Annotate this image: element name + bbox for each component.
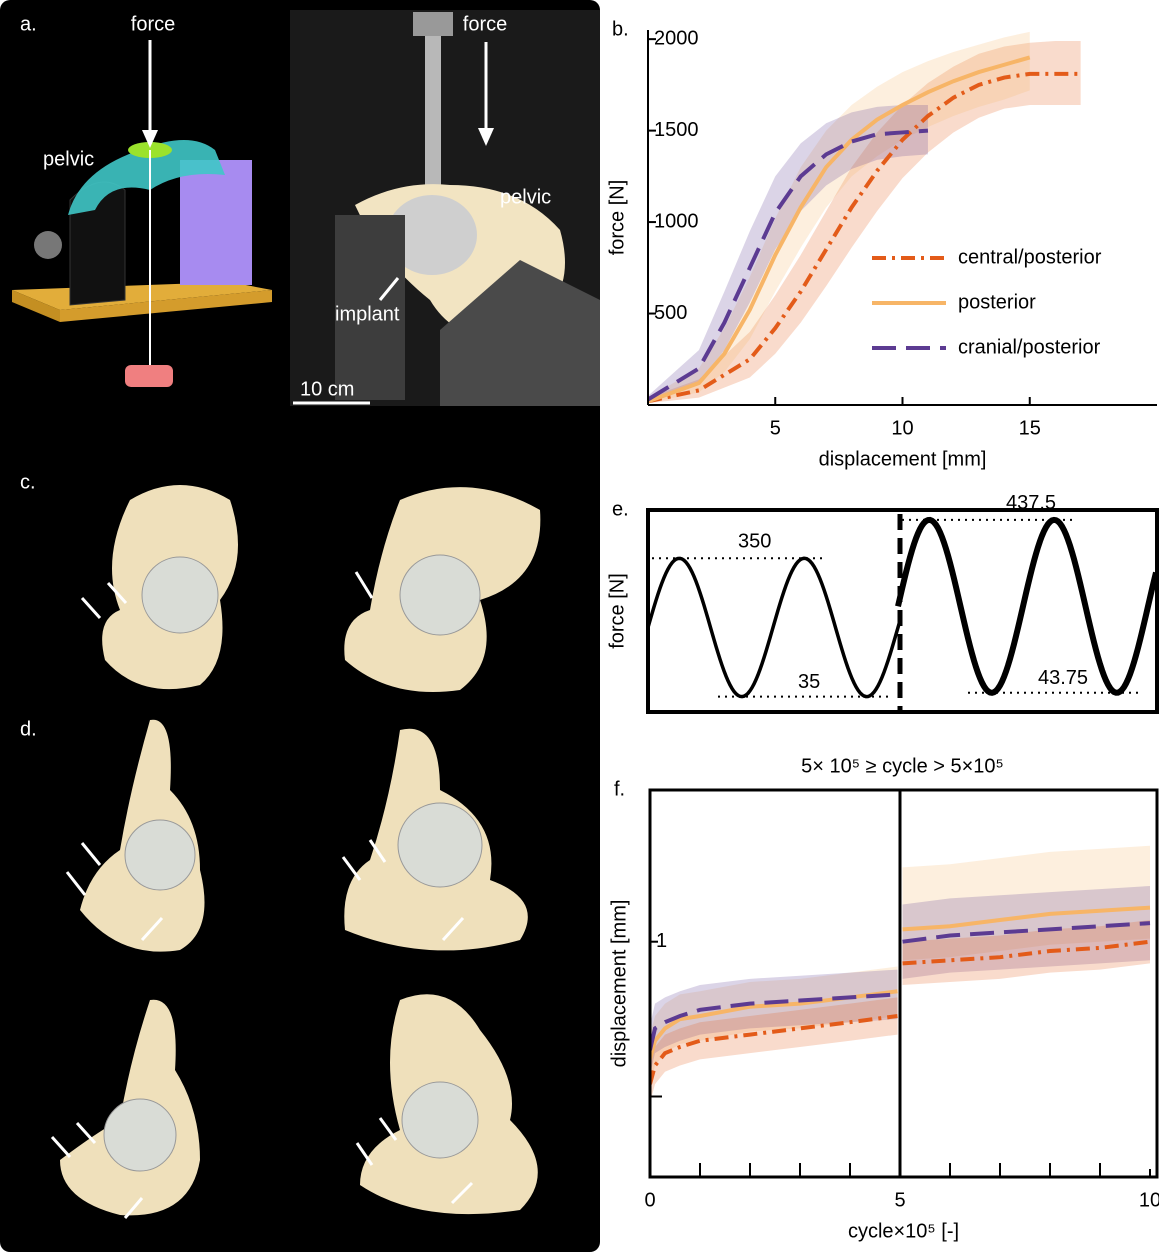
block: [180, 160, 252, 285]
sine-wave: [898, 520, 1156, 693]
panel-label: e.: [612, 498, 629, 520]
panel-label: d.: [20, 718, 37, 740]
annotation: force: [131, 13, 175, 35]
cup: [104, 1099, 176, 1171]
y-tick-label: 500: [654, 302, 687, 324]
y-tick-label: 1: [656, 930, 667, 952]
panel-label: b.: [612, 18, 629, 40]
x-tick-label: 15: [1019, 417, 1041, 439]
figure: a. force pelvic force pelvic implant 10 …: [0, 0, 1159, 1252]
rod-head: [413, 12, 453, 36]
annotation: force: [463, 13, 507, 35]
y-axis-label: force [N]: [606, 180, 628, 256]
y-tick-label: 1000: [654, 210, 699, 232]
legend-label: central/posterior: [958, 246, 1102, 268]
cup: [402, 1082, 478, 1158]
cup: [125, 820, 195, 890]
x-axis-label: cycle×10⁵ [-]: [848, 1220, 959, 1242]
value-label: 43.75: [1038, 667, 1088, 689]
x-axis-label: displacement [mm]: [819, 448, 987, 470]
knob: [34, 231, 62, 259]
panel-label: c.: [20, 471, 36, 493]
rod: [425, 12, 441, 192]
panel-label: f.: [614, 778, 625, 800]
cup: [142, 557, 218, 633]
annotation: pelvic: [43, 148, 94, 170]
x-tick-label: 5: [894, 1189, 905, 1211]
x-tick-label: 10: [891, 417, 913, 439]
y-axis-label: force [N]: [606, 573, 628, 649]
x-tick-label: 5: [770, 417, 781, 439]
y-axis-label: displacement [mm]: [608, 900, 630, 1068]
cup: [400, 555, 480, 635]
legend-label: cranial/posterior: [958, 336, 1101, 358]
y-tick-label: 1500: [654, 119, 699, 141]
cup: [398, 803, 482, 887]
base: [125, 365, 173, 387]
y-tick-label: 2000: [654, 27, 699, 49]
legend-label: posterior: [958, 291, 1036, 313]
annotation: implant: [335, 303, 400, 325]
scale-label: 10 cm: [300, 378, 354, 400]
value-label: 35: [798, 671, 820, 693]
x-tick-label: 10: [1139, 1189, 1159, 1211]
annotation: pelvic: [500, 186, 551, 208]
value-label: 350: [738, 531, 771, 553]
sine-wave: [648, 558, 900, 696]
x-tick-label: 0: [644, 1189, 655, 1211]
panel-label: a.: [20, 13, 37, 35]
x-axis-label: 5× 10⁵ ≥ cycle > 5×10⁵: [801, 755, 1004, 777]
